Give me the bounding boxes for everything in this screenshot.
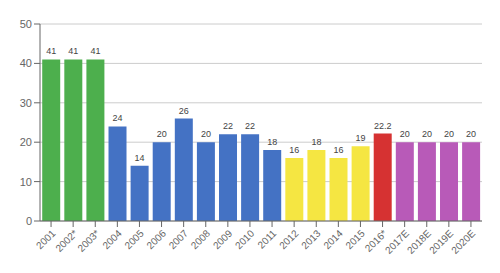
svg-text:2013: 2013 [299, 227, 323, 251]
svg-text:16: 16 [334, 145, 344, 155]
svg-text:2011: 2011 [255, 227, 278, 250]
svg-text:20: 20 [20, 136, 32, 148]
svg-text:2001: 2001 [34, 227, 58, 252]
svg-text:41: 41 [68, 46, 78, 56]
svg-text:22: 22 [245, 121, 255, 131]
svg-text:20: 20 [201, 129, 211, 139]
svg-text:30: 30 [20, 97, 32, 109]
svg-text:20: 20 [157, 129, 167, 139]
svg-text:2016*: 2016* [362, 227, 389, 254]
svg-text:2015: 2015 [343, 227, 367, 252]
svg-text:2004: 2004 [100, 227, 124, 251]
svg-text:2008: 2008 [189, 227, 213, 251]
svg-text:2012: 2012 [277, 227, 301, 251]
svg-text:18: 18 [311, 137, 321, 147]
svg-text:2010: 2010 [233, 227, 257, 251]
svg-text:2019E: 2019E [427, 227, 455, 255]
svg-text:22: 22 [223, 121, 233, 131]
svg-text:20: 20 [466, 129, 476, 139]
svg-text:2014: 2014 [321, 227, 345, 251]
svg-text:14: 14 [135, 153, 145, 163]
svg-text:2003*: 2003* [75, 228, 101, 254]
svg-text:2020E: 2020E [449, 227, 477, 255]
svg-text:2017E: 2017E [383, 227, 411, 255]
svg-text:20: 20 [444, 129, 454, 139]
svg-text:22.2: 22.2 [374, 121, 392, 131]
svg-text:2006: 2006 [144, 227, 168, 251]
svg-text:16: 16 [289, 145, 299, 155]
svg-text:2009: 2009 [211, 227, 235, 251]
svg-text:18: 18 [267, 137, 277, 147]
svg-text:19: 19 [356, 133, 366, 143]
svg-text:24: 24 [113, 113, 123, 123]
svg-text:2005: 2005 [122, 227, 146, 251]
svg-text:2002*: 2002* [53, 228, 79, 254]
svg-text:26: 26 [179, 106, 189, 116]
svg-text:50: 50 [20, 18, 32, 30]
svg-text:2018E: 2018E [405, 227, 433, 255]
svg-text:0: 0 [26, 215, 32, 227]
svg-text:41: 41 [46, 46, 56, 56]
svg-text:2007: 2007 [167, 227, 191, 251]
svg-text:10: 10 [20, 176, 32, 188]
svg-text:20: 20 [422, 129, 432, 139]
svg-text:40: 40 [20, 57, 32, 69]
svg-text:20: 20 [400, 129, 410, 139]
svg-text:41: 41 [90, 46, 100, 56]
